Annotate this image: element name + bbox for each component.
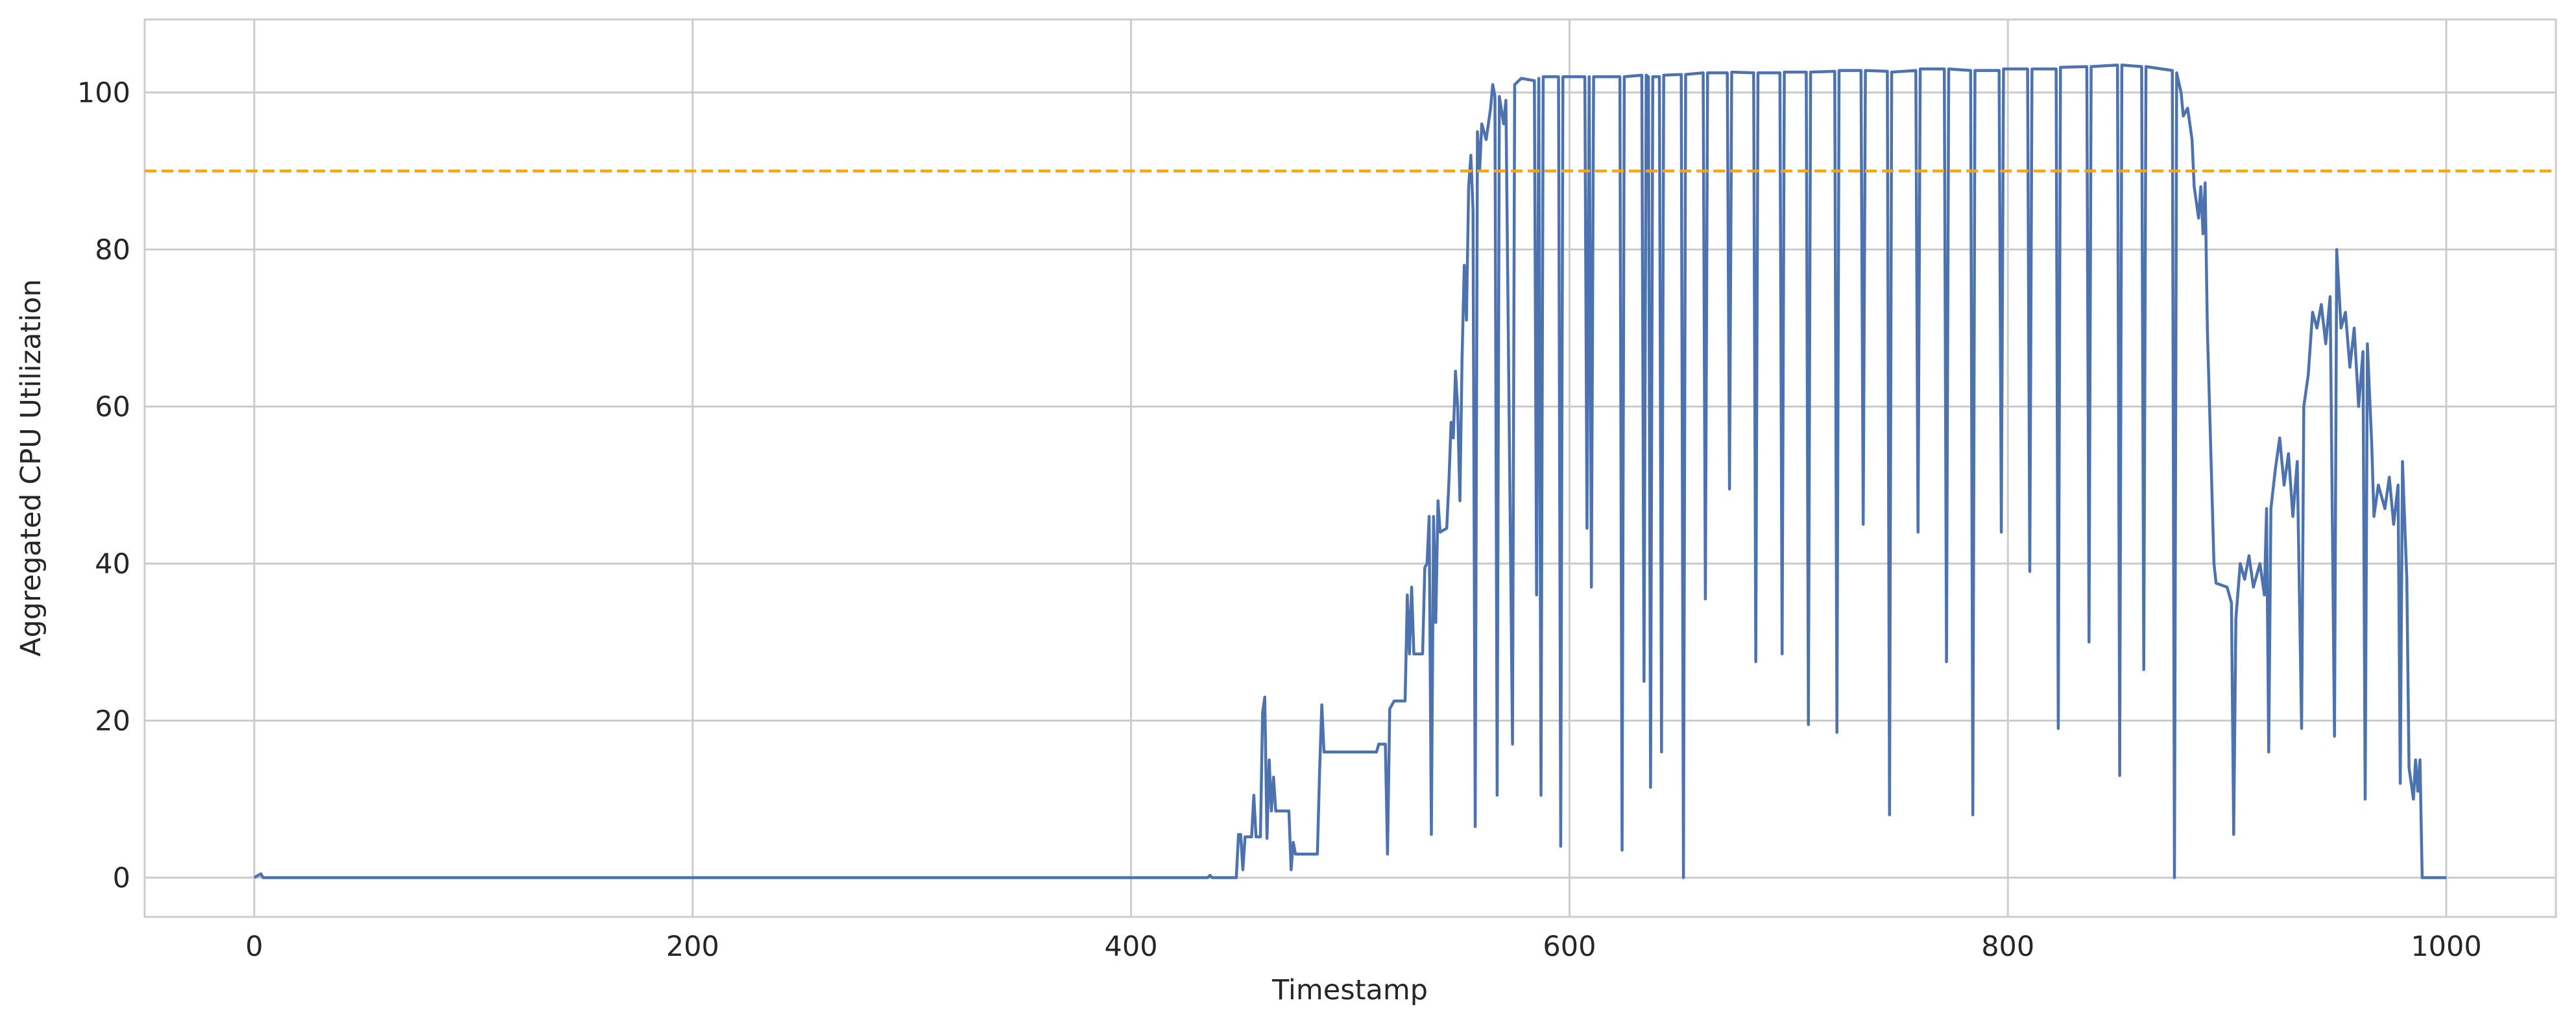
x-tick-label: 600 bbox=[1543, 931, 1596, 963]
x-axis-label: Timestamp bbox=[1271, 974, 1428, 1006]
x-tick-label: 0 bbox=[245, 931, 263, 963]
plot-frame bbox=[143, 18, 2557, 918]
y-tick-label: 40 bbox=[95, 548, 130, 581]
y-tick-label: 0 bbox=[113, 862, 130, 895]
y-tick-label: 20 bbox=[95, 705, 130, 738]
y-tick-label: 100 bbox=[77, 77, 130, 110]
x-tick-label: 800 bbox=[1981, 931, 2034, 963]
y-tick-label: 80 bbox=[95, 234, 130, 267]
data-line bbox=[253, 63, 2446, 879]
x-tick-label: 200 bbox=[666, 931, 719, 963]
y-axis-label: Aggregated CPU Utilization bbox=[15, 279, 47, 657]
x-tick-label: 400 bbox=[1105, 931, 1158, 963]
y-tick-label: 60 bbox=[95, 391, 130, 424]
x-tick-label: 1000 bbox=[2411, 931, 2481, 963]
